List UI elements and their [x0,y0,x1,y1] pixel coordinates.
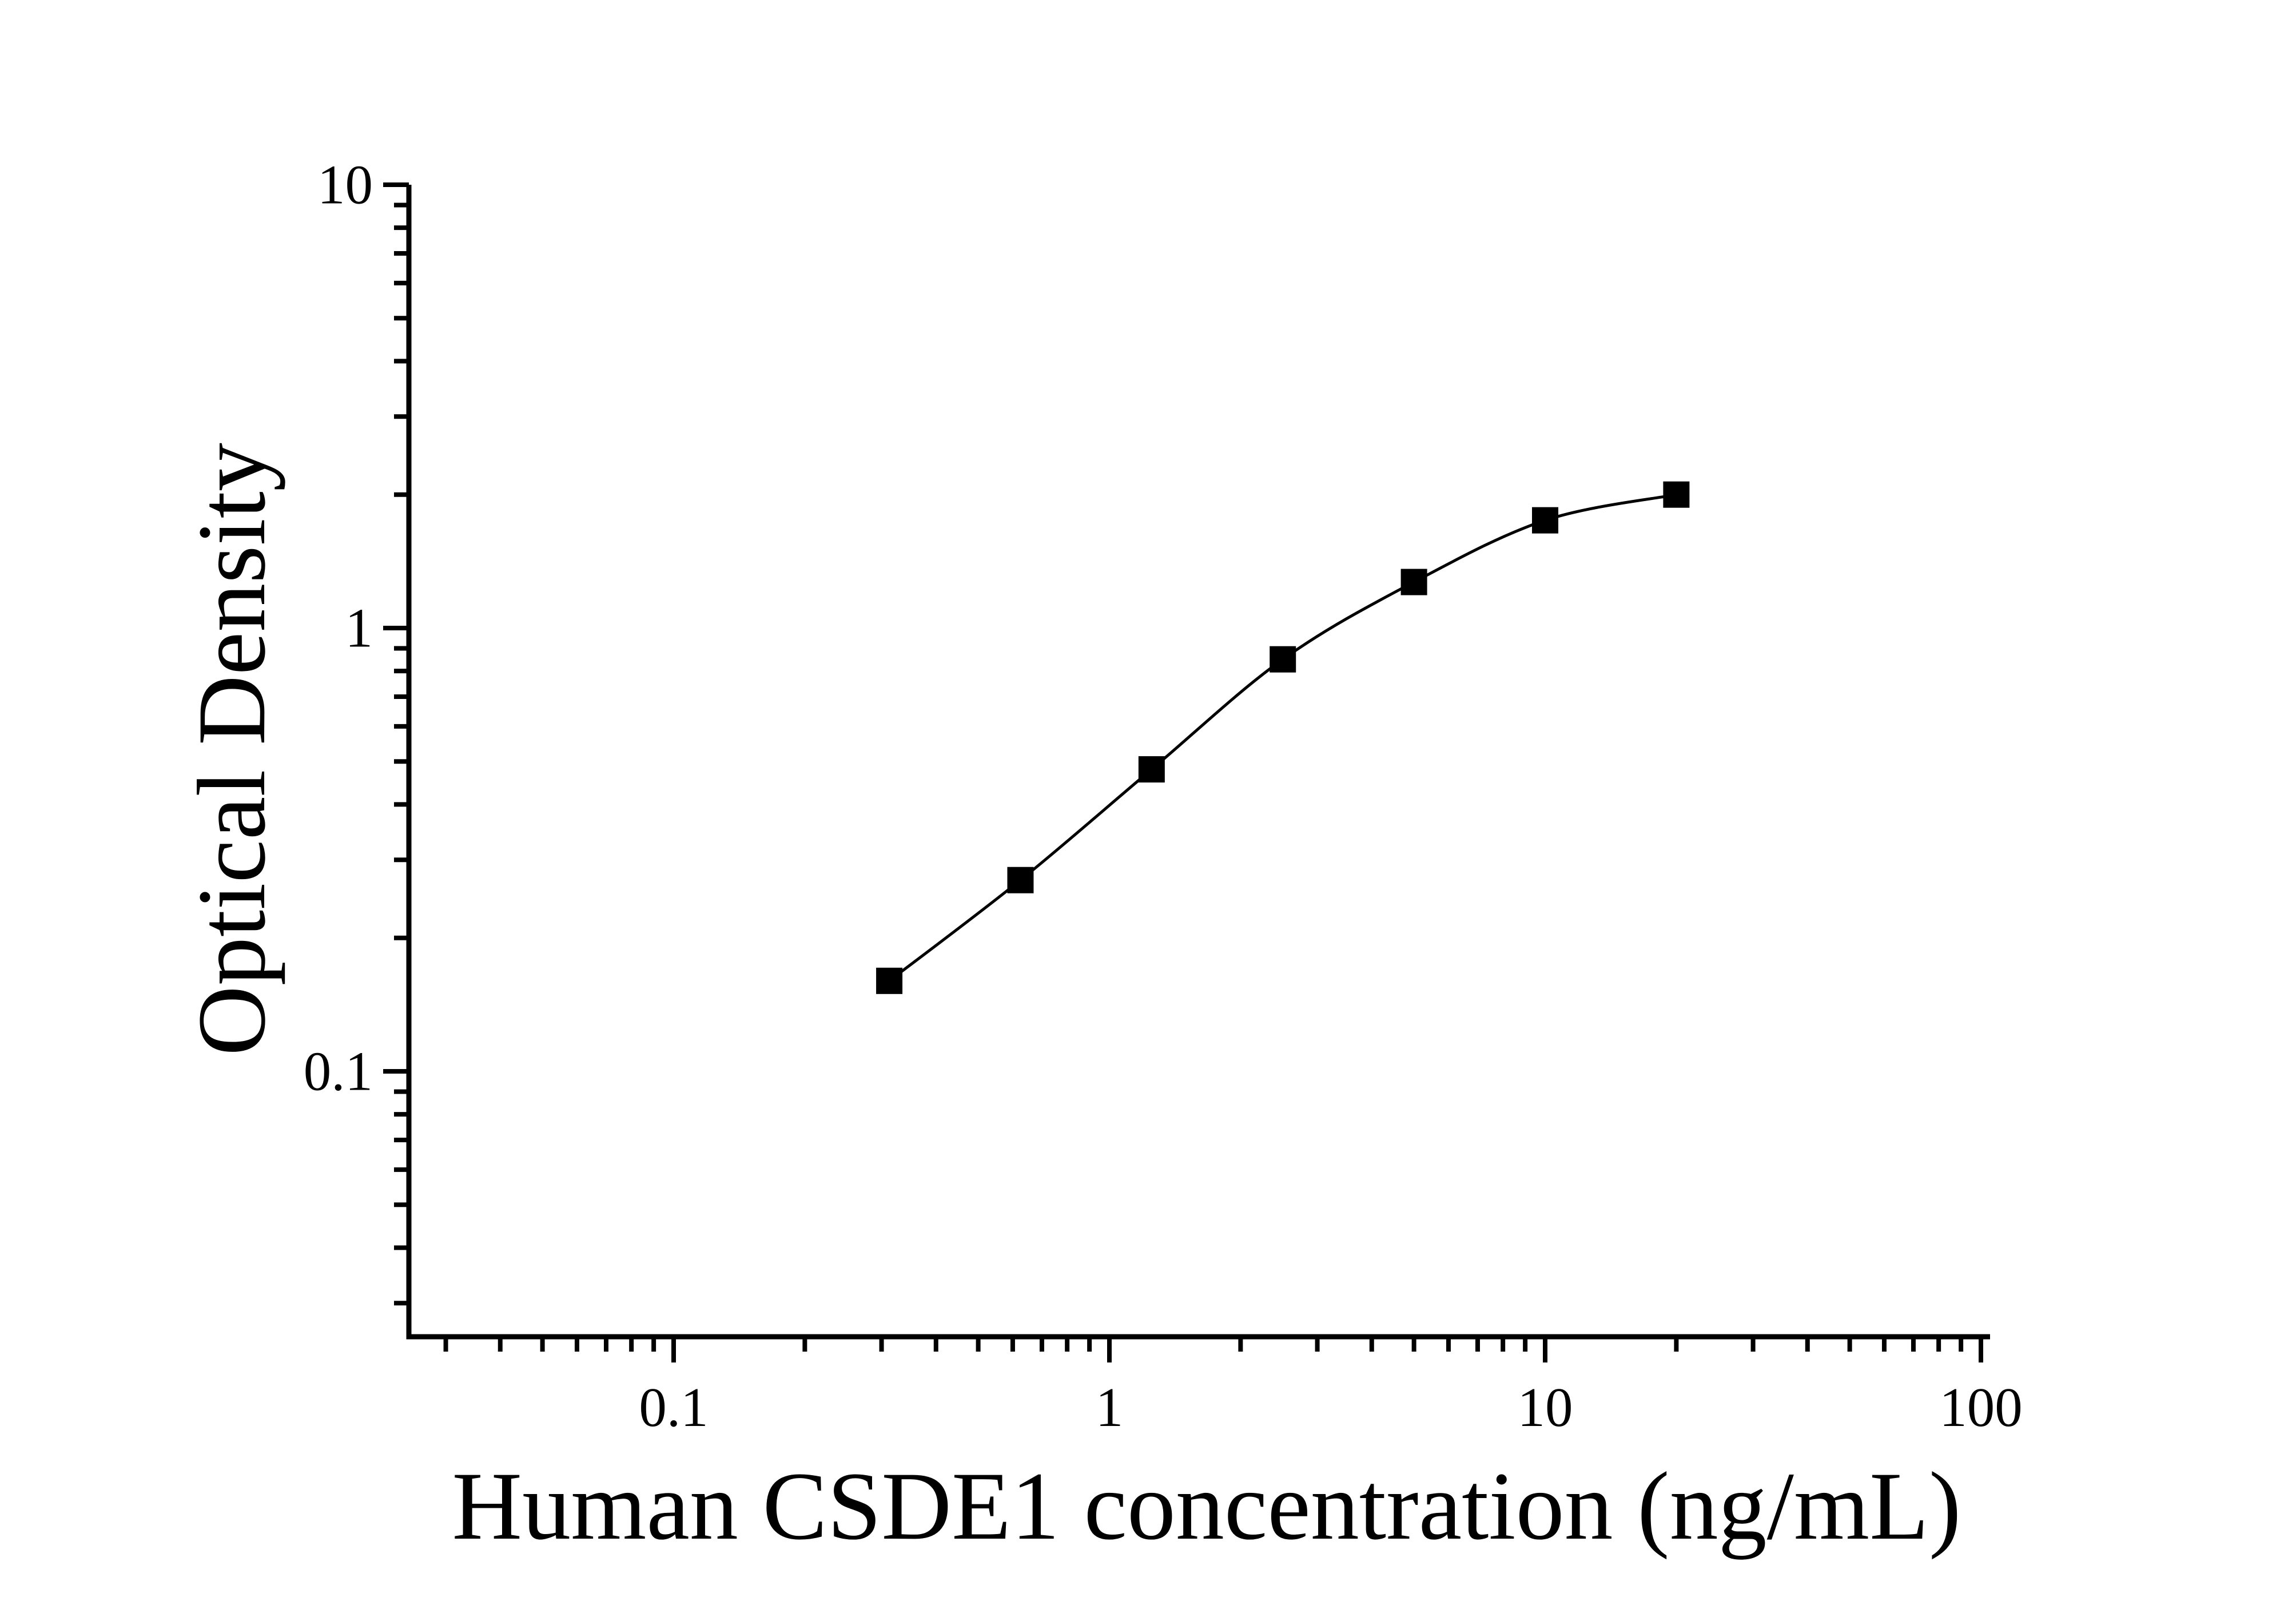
x-axis-title: Human CSDE1 concentration (ng/mL) [452,1452,1961,1560]
tick-labels: 0.1 1 10 100 0.1 1 10 [304,154,2023,1439]
y-axis-title: Optical Density [178,443,285,1056]
y-tick-label: 0.1 [304,1041,373,1102]
x-tick-label: 0.1 [639,1377,708,1438]
x-tick-label: 100 [1939,1377,2023,1438]
data-points [876,481,1690,994]
y-tick-label: 1 [345,598,373,659]
axis-ticks [383,182,1983,1362]
data-point-marker [1400,569,1427,595]
data-point-marker [876,967,903,994]
data-point-marker [1270,646,1296,673]
data-point-marker [1663,481,1690,508]
axes [406,185,1990,1340]
x-tick-label: 10 [1518,1377,1573,1438]
data-point-marker [1532,507,1558,534]
data-point-marker [1007,867,1034,893]
y-tick-label: 10 [317,154,373,216]
x-tick-label: 1 [1096,1377,1124,1438]
fit-curve [888,493,1678,983]
data-point-marker [1138,756,1165,783]
